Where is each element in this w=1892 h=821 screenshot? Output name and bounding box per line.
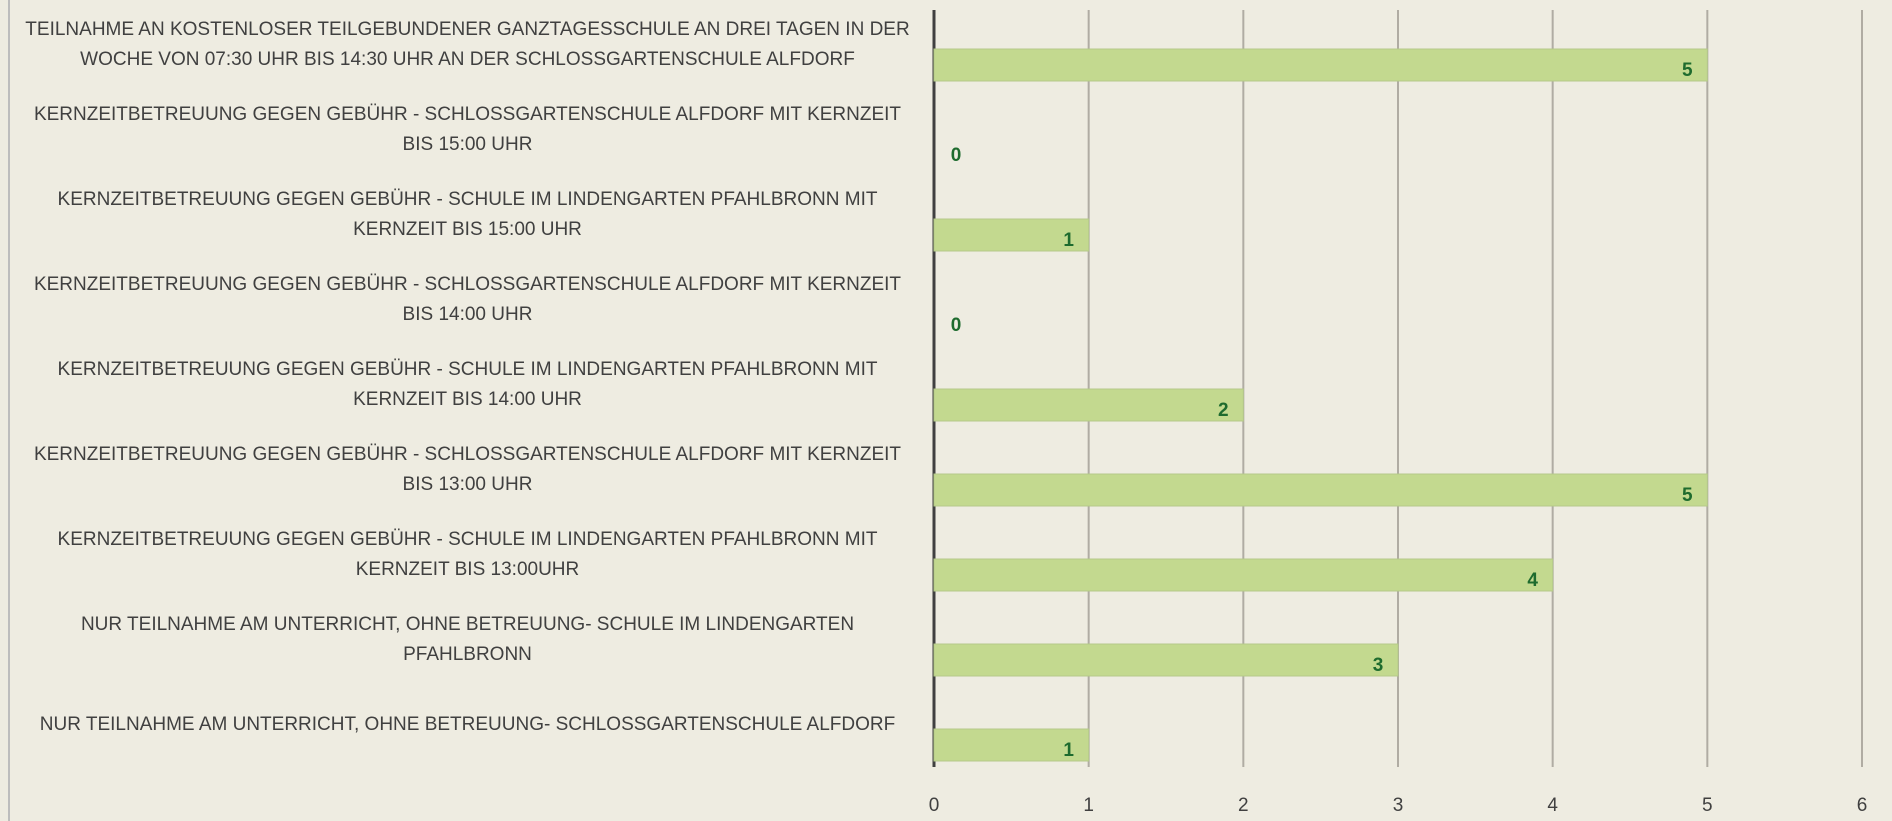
bar (933, 388, 1244, 422)
category-label: TEILNAHME AN KOSTENLOSER TEILGEBUNDENER … (25, 19, 910, 70)
x-tick-label: 1 (1083, 795, 1094, 816)
data-label: 1 (1063, 740, 1074, 761)
data-label: 5 (1682, 60, 1693, 81)
category-label: KERNZEITBETREUUNG GEGEN GEBÜHR - SCHLOSS… (33, 104, 902, 155)
data-label: 2 (1218, 400, 1229, 421)
data-label: 1 (1063, 230, 1074, 251)
category-label: KERNZEITBETREUUNG GEGEN GEBÜHR - SCHULE … (57, 189, 878, 240)
bar (933, 558, 1554, 592)
x-tick-label: 3 (1393, 795, 1404, 816)
bar (933, 473, 1708, 507)
category-label: KERNZEITBETREUUNG GEGEN GEBÜHR - SCHULE … (57, 529, 878, 580)
category-label: KERNZEITBETREUUNG GEGEN GEBÜHR - SCHLOSS… (33, 274, 902, 325)
x-tick-label: 0 (929, 795, 940, 816)
bar (933, 218, 1090, 252)
bar (933, 643, 1399, 677)
data-label: 3 (1373, 655, 1384, 676)
category-label: KERNZEITBETREUUNG GEGEN GEBÜHR - SCHLOSS… (33, 444, 902, 495)
data-label: 5 (1682, 485, 1693, 506)
x-tick-label: 5 (1702, 795, 1713, 816)
data-label: 4 (1527, 570, 1538, 591)
bar (933, 48, 1708, 82)
data-label: 0 (951, 315, 962, 336)
x-tick-label: 6 (1857, 795, 1868, 816)
data-label: 0 (951, 145, 962, 166)
category-label: KERNZEITBETREUUNG GEGEN GEBÜHR - SCHULE … (57, 359, 878, 410)
x-tick-label: 4 (1547, 795, 1558, 816)
category-label: NUR TEILNAHME AM UNTERRICHT, OHNE BETREU… (80, 614, 855, 665)
category-label: NUR TEILNAHME AM UNTERRICHT, OHNE BETREU… (39, 714, 896, 735)
x-tick-label: 2 (1238, 795, 1249, 816)
bar (933, 728, 1090, 762)
